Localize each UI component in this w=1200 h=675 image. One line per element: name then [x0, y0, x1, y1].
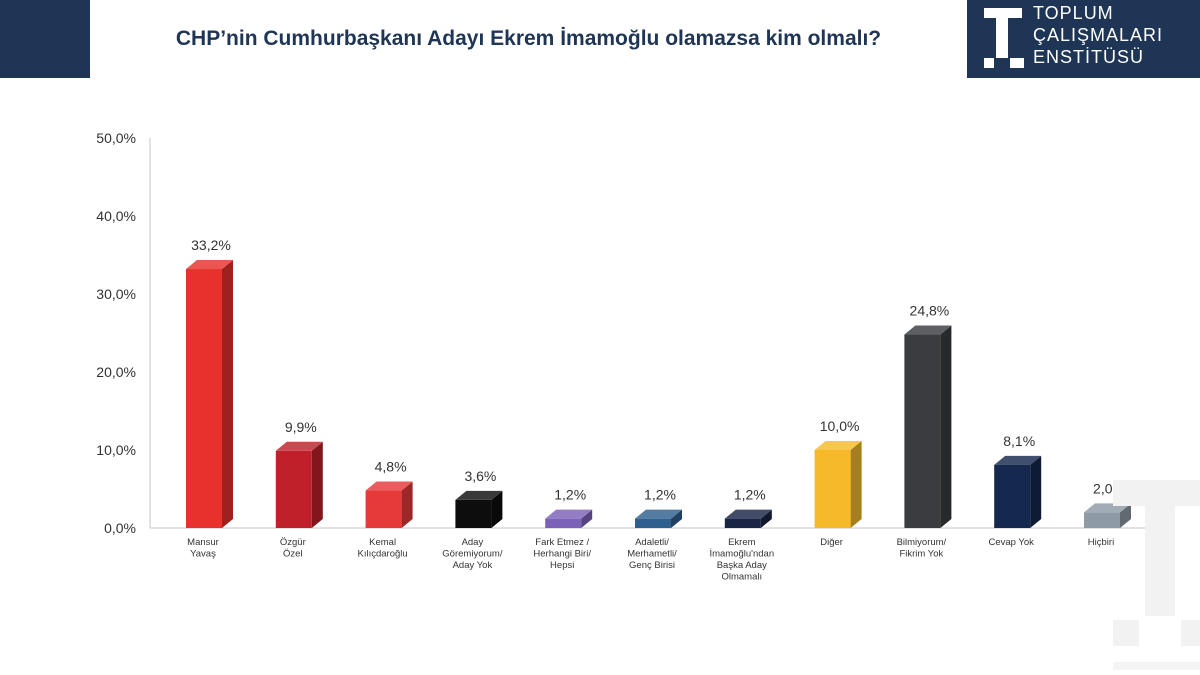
data-label: 8,1% [1003, 433, 1035, 449]
bar-front [365, 490, 402, 528]
bar-side [940, 325, 952, 528]
x-tick-label: Hiçbiri [1088, 537, 1114, 548]
x-tick-label: Mansur [187, 537, 219, 548]
x-tick-label: Genç Birisi [629, 560, 675, 571]
bar-top [365, 481, 413, 491]
watermark-logo-icon [1113, 480, 1200, 670]
bar-side [850, 441, 862, 528]
logo-icon [984, 8, 1024, 68]
bar-side [311, 441, 323, 528]
x-tick-label: Hepsi [550, 560, 574, 571]
bar-front [994, 464, 1031, 528]
bar [994, 455, 1042, 528]
x-tick-label: Diğer [820, 537, 843, 548]
bar [455, 490, 503, 528]
bar [904, 325, 952, 528]
bar [635, 509, 682, 528]
bar [724, 509, 772, 528]
x-tick-label: Göremiyorum/ [442, 549, 503, 560]
bar-chart: 0,0% 10,0% 20,0% 30,0% 40,0% 50,0% 33,2% Mansur… [96, 130, 1150, 583]
x-tick-label: Fark Etmez / [535, 537, 589, 548]
x-tick-label: Merhametli/ [627, 549, 677, 560]
x-tick-label: Ekrem [728, 537, 756, 548]
x-tick-label: Kılıçdaroğlu [358, 549, 408, 560]
bar-top [994, 455, 1042, 465]
bar-top [275, 441, 323, 451]
x-tick-label: Özgür [280, 537, 306, 548]
data-label: 1,2% [734, 487, 766, 503]
bar-side [671, 509, 682, 528]
y-tick-label: 20,0% [96, 364, 136, 380]
bar-front [275, 450, 312, 528]
data-label: 4,8% [375, 459, 407, 475]
data-label: 33,2% [191, 237, 231, 253]
y-tick-label: 30,0% [96, 286, 136, 302]
y-tick-label: 50,0% [96, 130, 136, 146]
x-tick-label: Aday Yok [453, 560, 493, 571]
data-label: 1,2% [554, 487, 586, 503]
x-tick-label: Başka Aday [717, 560, 767, 571]
bar-front [186, 269, 222, 528]
bar [1084, 503, 1131, 528]
data-label: 9,9% [285, 419, 317, 435]
bar-top [904, 325, 952, 335]
logo-line-1: TOPLUM [1033, 3, 1114, 23]
x-tick-label: Kemal [369, 537, 396, 548]
bar-front [814, 450, 851, 528]
data-label: 3,6% [464, 468, 496, 484]
bar [545, 509, 593, 528]
data-label: 24,8% [910, 303, 950, 319]
bar-top [455, 490, 503, 500]
bar-top [814, 441, 862, 450]
y-tick-label: 40,0% [96, 208, 136, 224]
bar-front [545, 518, 582, 528]
x-tick-label: İmamoğlu'ndan [709, 549, 774, 560]
bar-side [1120, 503, 1131, 528]
bar-top [635, 509, 682, 519]
x-tick-label: Olmamalı [721, 572, 762, 583]
bar-side [760, 509, 772, 528]
bar [365, 481, 413, 528]
y-tick-label: 10,0% [96, 442, 136, 458]
bar-front [635, 518, 671, 528]
x-tick-label: Fikrim Yok [899, 549, 943, 560]
x-tick-label: Özel [283, 549, 303, 560]
x-tick-label: Aday [462, 537, 484, 548]
title-panel: CHP’nin Cumhurbaşkanı Adayı Ekrem İmamoğ… [90, 0, 967, 78]
bar-top [545, 509, 593, 519]
bar-front [904, 334, 941, 528]
logo-line-2: ÇALIŞMALARI [1033, 25, 1164, 45]
bar-side [401, 481, 413, 528]
bar [186, 260, 233, 528]
logo-text: TOPLUM ÇALIŞMALARI ENSTİTÜSÜ [1033, 2, 1163, 68]
bar-side [491, 490, 503, 528]
x-tick-label: Cevap Yok [988, 537, 1034, 548]
bar-front [724, 518, 761, 528]
bar-top [186, 260, 233, 270]
data-label: 1,2% [644, 487, 676, 503]
x-tick-label: Herhangi Biri/ [533, 549, 591, 560]
bar [814, 441, 862, 528]
bar-top [724, 509, 772, 519]
y-tick-label: 0,0% [104, 520, 136, 536]
bar [275, 441, 323, 528]
x-tick-label: Bilmiyorum/ [897, 537, 947, 548]
x-tick-label: Adaletli/ [635, 537, 669, 548]
data-label: 10,0% [820, 418, 860, 434]
bar-side [581, 509, 593, 528]
x-tick-label: Yavaş [190, 549, 216, 560]
page-title: CHP’nin Cumhurbaşkanı Adayı Ekrem İmamoğ… [175, 27, 882, 50]
bar-front [455, 499, 492, 528]
bar-side [222, 260, 233, 528]
bar-front [1084, 512, 1120, 528]
bar-side [1030, 455, 1042, 528]
logo-line-3: ENSTİTÜSÜ [1033, 47, 1145, 67]
header-left-band [0, 0, 90, 78]
